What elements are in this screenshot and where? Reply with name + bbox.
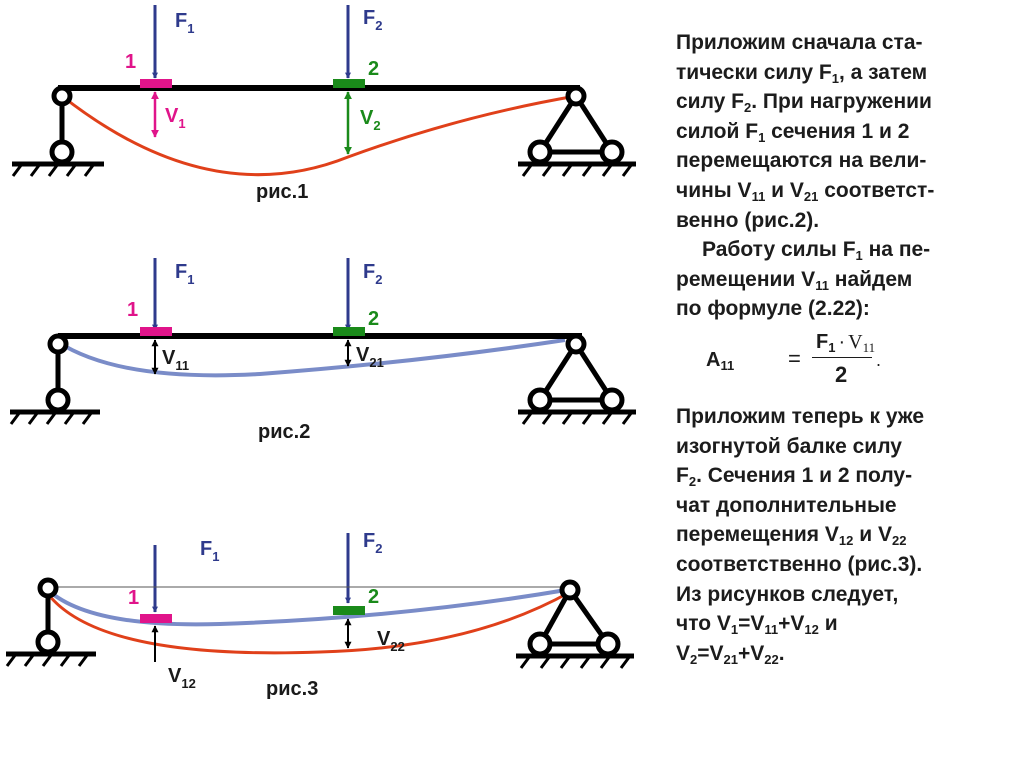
right-support xyxy=(516,579,634,669)
text-line: что V1=V11+V12 и xyxy=(676,612,838,638)
formula-denominator: 2 xyxy=(835,361,848,387)
explanation-text: Приложим сначала ста- тически силу F1, а… xyxy=(676,28,1021,668)
displacement-v2-label: V2 xyxy=(360,107,381,133)
left-support xyxy=(5,577,96,667)
force-2-label: F2 xyxy=(363,530,382,556)
section-1-marker xyxy=(140,614,172,623)
displacement-v11-label: V11 xyxy=(162,347,189,373)
force-2-label: F2 xyxy=(363,7,382,33)
section-2-marker xyxy=(333,327,365,336)
text-line: силой F1 сечения 1 и 2 xyxy=(676,119,910,145)
section-1-label: 1 xyxy=(125,51,136,73)
left-support xyxy=(11,85,104,177)
deflection-curve-red xyxy=(46,590,571,655)
text-line: изогнутой балке силу xyxy=(676,434,902,458)
figure-1: F1 F2 1 2 V1 V2 xyxy=(11,5,636,203)
figure-2-caption: рис.2 xyxy=(258,421,310,443)
figure-3-caption: рис.3 xyxy=(266,678,318,700)
text-line: чат дополнительные xyxy=(676,493,897,517)
section-2-marker xyxy=(333,606,365,615)
formula-period: . xyxy=(876,349,882,370)
deflection-curve-blue xyxy=(46,588,567,627)
section-1-marker xyxy=(140,79,172,88)
section-2-label: 2 xyxy=(368,586,379,608)
left-support xyxy=(9,333,100,425)
text-line: Приложим сначала ста- xyxy=(676,31,923,54)
section-2-label: 2 xyxy=(368,58,379,80)
text-line: Из рисунков следует, xyxy=(676,582,899,606)
text-line: перемещаются на вели- xyxy=(676,149,927,173)
text-line: Работу силы F1 на пе- xyxy=(702,238,931,264)
force-1-label: F1 xyxy=(175,10,194,36)
text-line: F2. Сечения 1 и 2 полу- xyxy=(676,464,913,490)
right-support xyxy=(518,333,636,425)
formula-lhs: A11 xyxy=(706,348,735,373)
section-1-marker xyxy=(140,327,172,336)
figure-3: F1 F2 1 2 V12 V22 xyxy=(5,530,634,700)
fraction-bar xyxy=(812,356,872,358)
text-line: ремещении V11 найдем xyxy=(676,267,913,293)
text-line: чины V11 и V21 соответст- xyxy=(676,178,935,204)
text-line: по формуле (2.22): xyxy=(676,297,870,321)
section-2-marker xyxy=(333,79,365,88)
displacement-v21-label: V21 xyxy=(356,344,384,370)
section-1-label: 1 xyxy=(128,587,139,609)
text-line: Приложим теперь к уже xyxy=(676,404,925,428)
text-line: силу F2. При нагружении xyxy=(676,90,932,116)
section-2-label: 2 xyxy=(368,308,379,330)
force-1-label: F1 xyxy=(200,538,219,564)
section-1-label: 1 xyxy=(127,299,138,321)
force-1-label: F1 xyxy=(175,261,194,287)
displacement-v12-label: V12 xyxy=(168,665,196,691)
text-line: венно (рис.2). xyxy=(676,208,820,232)
formula-equals: = xyxy=(788,345,801,371)
right-support xyxy=(518,85,636,177)
deflection-curve-blue xyxy=(56,338,566,378)
figure-2: F1 F2 1 2 V11 V21 рис.2 xyxy=(9,258,636,443)
text-line: тически силу F1, а затем xyxy=(676,60,928,86)
figure-1-caption: рис.1 xyxy=(256,181,308,203)
text-line: соответственно (рис.3). xyxy=(676,552,923,576)
formula-numerator: F1 · V11 xyxy=(816,330,876,355)
displacement-v1-label: V1 xyxy=(165,105,186,131)
deflection-curve-red xyxy=(61,94,577,177)
text-line: V2=V21+V22. xyxy=(676,641,785,667)
displacement-v22-label: V22 xyxy=(377,628,405,654)
work-formula: A11 = F1 · V11 2 . xyxy=(706,330,1021,394)
text-line: перемещения V12 и V22 xyxy=(676,523,907,549)
force-2-label: F2 xyxy=(363,261,382,287)
